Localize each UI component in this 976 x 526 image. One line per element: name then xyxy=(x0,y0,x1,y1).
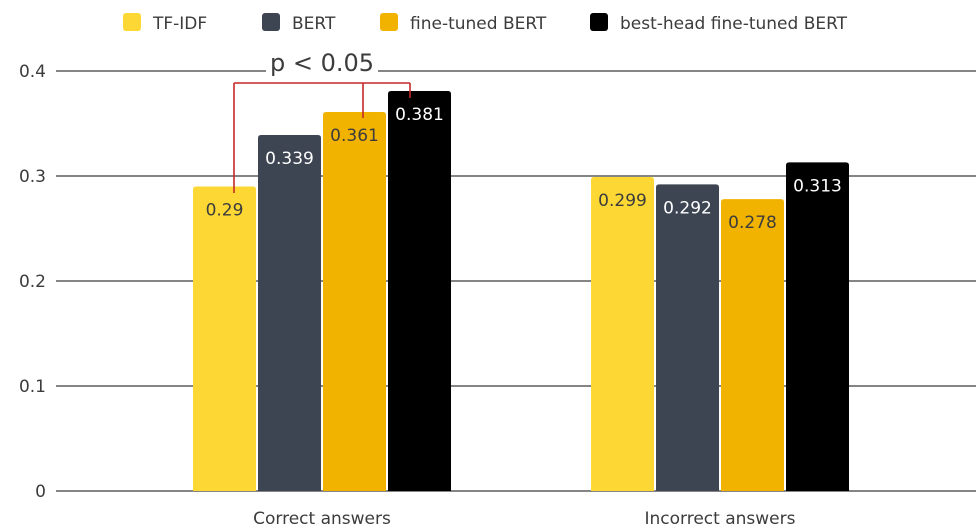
x-category-label: Incorrect answers xyxy=(645,509,796,526)
bar xyxy=(721,199,784,491)
annotation-background xyxy=(266,50,378,72)
bar xyxy=(323,111,386,491)
legend-label: TF-IDF xyxy=(152,14,207,34)
data-label: 0.292 xyxy=(663,198,712,218)
legend-label: fine-tuned BERT xyxy=(410,14,547,34)
legend-swatch xyxy=(262,13,280,31)
x-axis-categories: Correct answers Incorrect answers xyxy=(253,509,795,526)
data-label: 0.339 xyxy=(265,149,314,169)
data-label: 0.29 xyxy=(206,201,244,221)
annotation-text: p < 0.05 xyxy=(270,49,374,77)
legend-swatch xyxy=(380,13,398,31)
x-category-label: Correct answers xyxy=(253,509,391,526)
legend-swatch xyxy=(123,13,141,31)
significance-annotation: p < 0.05 xyxy=(233,49,411,193)
y-tick-label: 0 xyxy=(35,482,46,502)
data-label: 0.278 xyxy=(728,213,777,233)
bar xyxy=(193,186,256,491)
bars xyxy=(193,90,849,492)
legend-label: BERT xyxy=(292,14,336,34)
data-label: 0.361 xyxy=(330,126,379,146)
bar xyxy=(786,162,849,491)
data-label: 0.381 xyxy=(395,105,444,125)
bar xyxy=(591,177,654,492)
data-label: 0.299 xyxy=(598,191,647,211)
data-label: 0.313 xyxy=(793,176,842,196)
bar xyxy=(258,135,321,492)
y-tick-label: 0.3 xyxy=(19,167,46,187)
y-tick-label: 0.4 xyxy=(19,62,46,82)
bar xyxy=(388,90,451,491)
legend-swatch xyxy=(590,13,608,31)
y-tick-label: 0.2 xyxy=(19,272,46,292)
legend-label: best-head fine-tuned BERT xyxy=(620,14,848,34)
y-tick-label: 0.1 xyxy=(19,377,46,397)
y-axis-ticks: 0 0.1 0.2 0.3 0.4 xyxy=(19,62,46,502)
bar xyxy=(656,184,719,491)
legend: TF-IDF BERT fine-tuned BERT best-head fine-… xyxy=(123,13,848,34)
data-labels: 0.29 0.339 0.361 0.381 0.299 0.292 0.278 0.313 xyxy=(206,105,842,233)
